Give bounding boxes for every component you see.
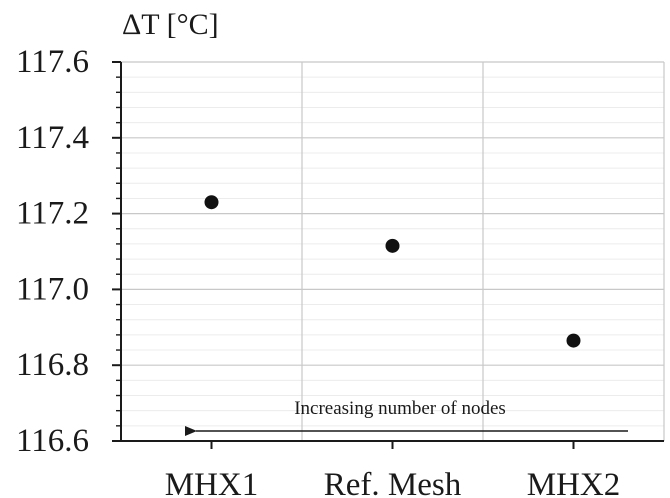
x-tick-label: MHX1 [165, 467, 259, 498]
y-tick-label: 117.0 [16, 271, 89, 307]
major-grid [121, 61, 665, 441]
y-tick-label: 116.6 [16, 423, 89, 459]
y-tick-label: 117.4 [16, 120, 89, 156]
y-axis-label: ΔT [°C] [122, 8, 219, 41]
data-point [566, 333, 581, 348]
annotation-label: Increasing number of nodes [294, 398, 506, 419]
y-tick-label: 117.2 [16, 196, 89, 232]
x-tick-label: MHX2 [527, 467, 621, 498]
y-tick-label: 116.8 [16, 347, 89, 383]
x-tick-label: Ref. Mesh [324, 467, 462, 498]
y-tick-label: 117.6 [16, 44, 89, 80]
data-point [204, 195, 219, 210]
annotation: Increasing number of nodes [185, 398, 628, 436]
x-ticks: MHX1 Ref. Mesh MHX2 [165, 467, 621, 498]
axes [112, 61, 664, 449]
data-points [204, 195, 581, 348]
minor-grid [121, 76, 664, 427]
data-point [385, 238, 400, 253]
y-ticks: 116.6 116.8 117.0 117.2 117.4 117.6 [16, 44, 89, 459]
